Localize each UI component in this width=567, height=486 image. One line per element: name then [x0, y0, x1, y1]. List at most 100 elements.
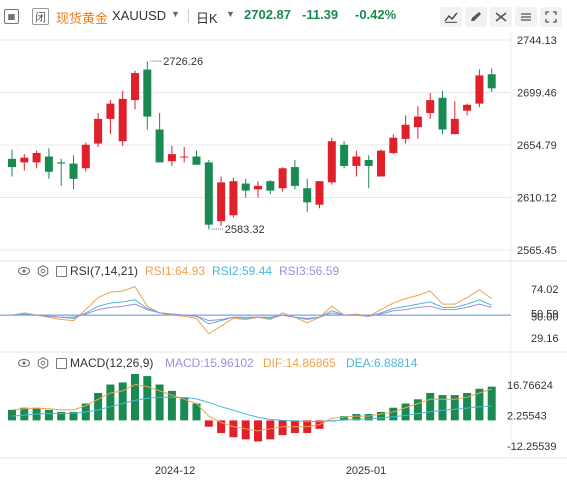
macd-header: MACD(12,26,9) MACD:15.96102 DIF:14.86865…	[0, 356, 420, 372]
candle-body	[389, 137, 398, 153]
fullscreen-tool-button[interactable]	[540, 7, 562, 27]
candle	[475, 69, 484, 108]
candle-body	[352, 156, 361, 166]
macd-histogram-bar	[278, 420, 287, 436]
macd-histogram-bar	[401, 403, 410, 421]
candle	[8, 149, 16, 177]
header-bar: ▦ 闭 现货黄金 XAUUSD ▼ 日K ▼ 2702.87 -11.39 -0…	[0, 0, 567, 32]
candle	[487, 68, 496, 92]
candle-body	[487, 74, 496, 89]
candle-body	[438, 97, 447, 130]
candle	[167, 145, 176, 166]
instrument-symbol[interactable]: XAUUSD	[112, 8, 167, 23]
candle-body	[426, 100, 435, 114]
market-closed-label: 闭	[35, 11, 46, 24]
candle-body	[475, 75, 484, 104]
dif-line	[11, 384, 492, 432]
candle	[290, 160, 299, 190]
candle-body	[131, 73, 139, 101]
expand-icon	[545, 11, 557, 23]
macd-histogram-bar	[131, 374, 139, 421]
candle-body	[44, 156, 53, 172]
eye-icon[interactable]	[18, 265, 30, 277]
price-tick-label: 2610.12	[517, 193, 557, 205]
candle	[413, 105, 422, 139]
macd-histogram-bar	[475, 388, 484, 421]
price-change-pct: -0.42%	[355, 7, 397, 22]
rsi-header: RSI(7,14,21) RSI1:64.93 RSI2:59.44 RSI3:…	[0, 264, 420, 280]
candle-body	[290, 167, 299, 186]
settings-tool-button[interactable]	[515, 7, 537, 27]
rsi3-value: RSI3:56.59	[279, 264, 340, 278]
candle	[81, 142, 90, 172]
candle	[401, 115, 410, 144]
macd-histogram-bar	[426, 392, 435, 421]
macd-tick-label: -12.25539	[507, 441, 557, 453]
candle	[340, 141, 349, 169]
candle	[20, 154, 29, 171]
compare-icon	[495, 12, 507, 22]
indicator-tool-button[interactable]	[440, 7, 462, 27]
instrument-name[interactable]: 现货黄金	[56, 11, 109, 26]
candle-body	[340, 144, 349, 166]
candle	[278, 167, 287, 192]
candle-body	[155, 129, 164, 163]
rsi1-value: RSI1:64.93	[145, 264, 206, 278]
candle-body	[315, 181, 324, 205]
annotation-label: 2726.26	[163, 56, 203, 68]
candle-body	[266, 181, 275, 191]
macd-axis: 16.76624 2.25543 -12.25539	[507, 380, 557, 453]
candle-body	[192, 156, 201, 165]
rsi2-line	[11, 299, 492, 325]
macd-histogram-bar	[20, 407, 29, 421]
chart-line-icon	[444, 12, 458, 23]
macd-histogram-bar	[94, 392, 103, 421]
price-axis: 2744.13 2699.46 2654.79 2610.12 2565.45	[517, 35, 557, 257]
candle-body	[143, 69, 152, 117]
lock-icon: ▦	[4, 9, 19, 24]
candle-body	[401, 124, 410, 139]
macd-histogram-bar	[413, 399, 422, 421]
candle-body	[241, 183, 250, 191]
candle	[131, 70, 139, 110]
compare-tool-button[interactable]	[490, 7, 512, 27]
macd-histogram-bar	[69, 411, 78, 421]
candle-body	[180, 156, 189, 158]
price-tick-label: 2565.45	[517, 245, 557, 257]
dea-line	[11, 396, 492, 423]
rsi-tick-label: 50.00	[531, 311, 559, 323]
candle-body	[69, 163, 78, 179]
price-tick-label: 2699.46	[517, 88, 557, 100]
macd-histogram-bar	[192, 403, 201, 421]
draw-tool-button[interactable]	[465, 7, 487, 27]
dif-value: DIF:14.86865	[263, 356, 336, 370]
macd-histogram-bar	[217, 420, 226, 434]
candle	[254, 181, 262, 198]
candle-body	[254, 185, 262, 190]
rsi3-line	[12, 303, 492, 322]
rsi1-line	[11, 285, 492, 335]
settings-gear-icon[interactable]	[37, 265, 49, 277]
candle	[204, 160, 213, 230]
period-selector[interactable]: 日K	[196, 11, 218, 26]
macd-histogram-bar	[118, 382, 127, 421]
rsi-title[interactable]: RSI(7,14,21)	[70, 264, 139, 278]
macd-title[interactable]: MACD(12,26,9)	[70, 356, 154, 370]
annotation-label: 2583.32	[225, 224, 265, 236]
rsi-tick-label: 74.02	[531, 284, 559, 296]
candle	[94, 113, 103, 148]
time-tick-label: 2025-01	[346, 465, 386, 477]
period-dropdown-icon[interactable]: ▼	[226, 9, 235, 19]
candle-body	[377, 150, 385, 177]
time-axis: 2024-12 2025-01	[155, 465, 386, 477]
candle	[106, 100, 115, 135]
eye-icon[interactable]	[18, 357, 30, 369]
macd-histogram-bar	[352, 414, 361, 421]
settings-gear-icon[interactable]	[37, 357, 49, 369]
symbol-dropdown-icon[interactable]: ▼	[171, 9, 180, 19]
macd-histogram-bar	[241, 420, 250, 440]
candle-body	[327, 141, 336, 183]
candle-body	[450, 118, 459, 135]
